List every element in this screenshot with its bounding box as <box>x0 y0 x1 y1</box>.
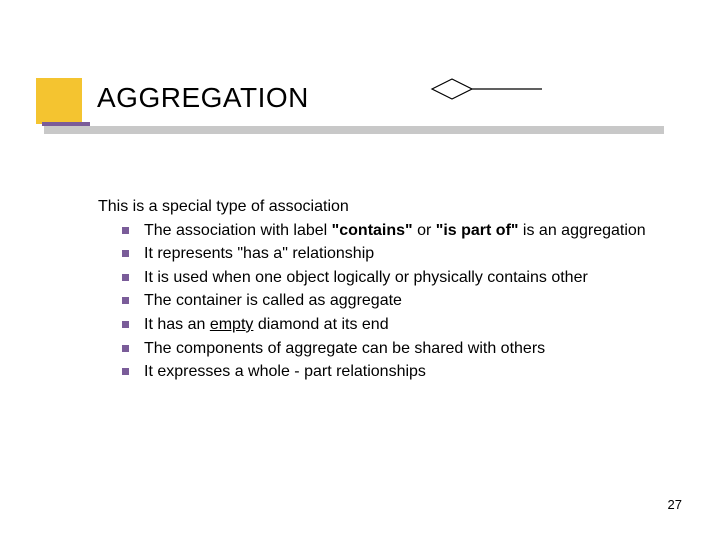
bullet-list: The association with label "contains" or… <box>98 220 688 383</box>
title-underline <box>44 126 664 134</box>
diamond-shape <box>432 79 472 99</box>
slide-content: This is a special type of association Th… <box>98 196 688 385</box>
text-fragment: or <box>413 222 436 239</box>
list-item: The components of aggregate can be share… <box>122 338 688 360</box>
slide-title: AGGREGATION <box>97 82 309 114</box>
list-item: It expresses a whole - part relationship… <box>122 361 688 383</box>
list-item: It represents "has a" relationship <box>122 243 688 265</box>
intro-text: This is a special type of association <box>98 196 688 218</box>
underline-text: empty <box>210 316 254 333</box>
accent-line <box>42 122 90 126</box>
list-item: It has an empty diamond at its end <box>122 314 688 336</box>
aggregation-diamond-icon <box>430 76 544 107</box>
bold-text: "contains" <box>332 222 413 239</box>
list-item: It is used when one object logically or … <box>122 267 688 289</box>
text-fragment: It has an <box>144 316 210 333</box>
bold-text: "is part of" <box>436 222 519 239</box>
list-item: The association with label "contains" or… <box>122 220 688 242</box>
text-fragment: The association with label <box>144 222 332 239</box>
list-item: The container is called as aggregate <box>122 290 688 312</box>
accent-box <box>36 78 82 124</box>
slide-number: 27 <box>668 497 682 512</box>
text-fragment: is an aggregation <box>518 222 645 239</box>
text-fragment: diamond at its end <box>253 316 388 333</box>
